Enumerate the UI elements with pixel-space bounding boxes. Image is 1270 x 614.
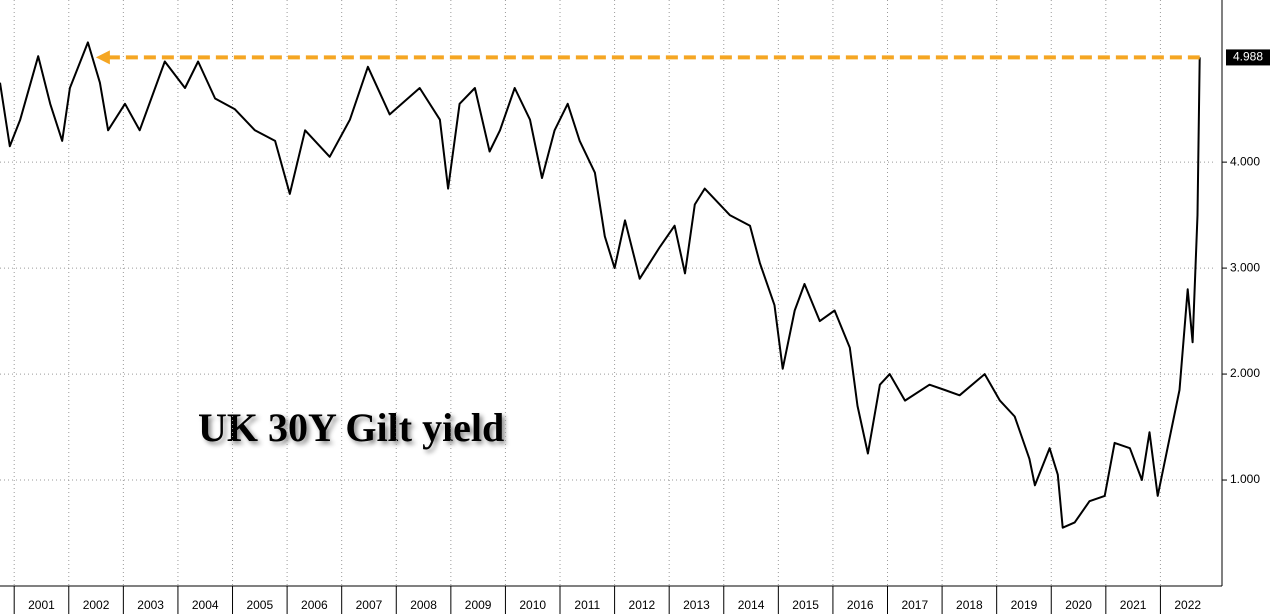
annotation: UK 30Y Gilt yield [198, 405, 504, 450]
x-tick-label: 2008 [410, 598, 437, 612]
x-tick-label: 2009 [465, 598, 492, 612]
x-tick-label: 2017 [901, 598, 928, 612]
y-tick-label: 3.000 [1230, 260, 1260, 274]
x-tick-label: 2010 [519, 598, 546, 612]
x-tick-label: 2004 [192, 598, 219, 612]
x-tick-label: 2012 [629, 598, 656, 612]
x-tick-label: 2007 [356, 598, 383, 612]
x-tick-label: 2006 [301, 598, 328, 612]
last-value-tag [1226, 49, 1270, 66]
line-series [0, 41, 1201, 529]
x-tick-label: 2001 [28, 598, 55, 612]
y-tick-label: 1.000 [1230, 472, 1260, 486]
x-tick-label: 2005 [246, 598, 273, 612]
x-tick-label: 2013 [683, 598, 710, 612]
x-tick-label: 2018 [956, 598, 983, 612]
x-tick-label: 2020 [1065, 598, 1092, 612]
x-tick-label: 2015 [792, 598, 819, 612]
y-tick-label: 4.000 [1230, 154, 1260, 168]
x-tick-label: 2022 [1174, 598, 1201, 612]
reference-arrow [95, 50, 110, 65]
x-tick-label: 2016 [847, 598, 874, 612]
x-tick-label: 2011 [574, 598, 600, 612]
x-tick-label: 2019 [1011, 598, 1038, 612]
last-value-label: 4.988 [1233, 50, 1263, 64]
x-tick-label: 2021 [1120, 598, 1147, 612]
y-tick-label: 2.000 [1230, 366, 1260, 380]
x-tick-label: 2014 [738, 598, 765, 612]
x-tick-label: 2002 [83, 598, 110, 612]
x-tick-label: 2003 [137, 598, 164, 612]
